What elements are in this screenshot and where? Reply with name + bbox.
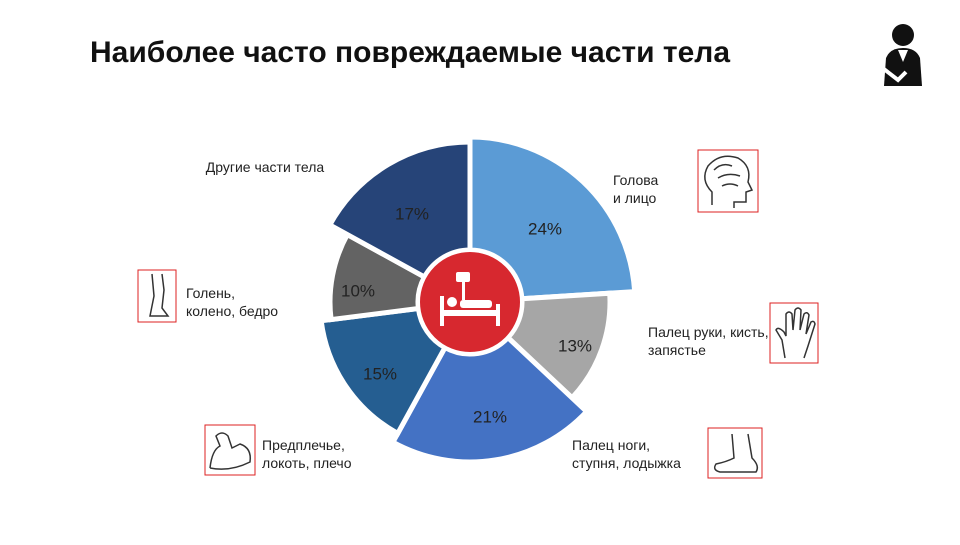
center-icon	[416, 248, 524, 356]
chart-title: Наиболее часто повреждаемые части тела	[90, 36, 730, 69]
icon-leg	[137, 269, 177, 323]
category-label: Палец руки, кисть, запястье	[648, 324, 769, 358]
value-label: 13%	[558, 336, 592, 355]
title-icon	[878, 24, 922, 86]
category-label: Другие части тела	[206, 159, 325, 175]
category-label: Палец ноги, ступня, лодыжка	[572, 437, 681, 471]
value-label: 21%	[473, 407, 507, 426]
value-label: 10%	[341, 281, 375, 300]
category-label: Голова и лицо	[613, 172, 659, 206]
icon-head	[697, 149, 759, 213]
value-label: 24%	[528, 219, 562, 238]
category-label: Голень, колено, бедро	[186, 285, 278, 319]
value-label: 17%	[395, 204, 429, 223]
icon-arm	[204, 424, 256, 476]
value-label: 15%	[363, 364, 397, 383]
icon-hand	[769, 302, 819, 364]
icon-foot	[707, 427, 763, 479]
category-label: Предплечье, локоть, плечо	[262, 437, 352, 471]
